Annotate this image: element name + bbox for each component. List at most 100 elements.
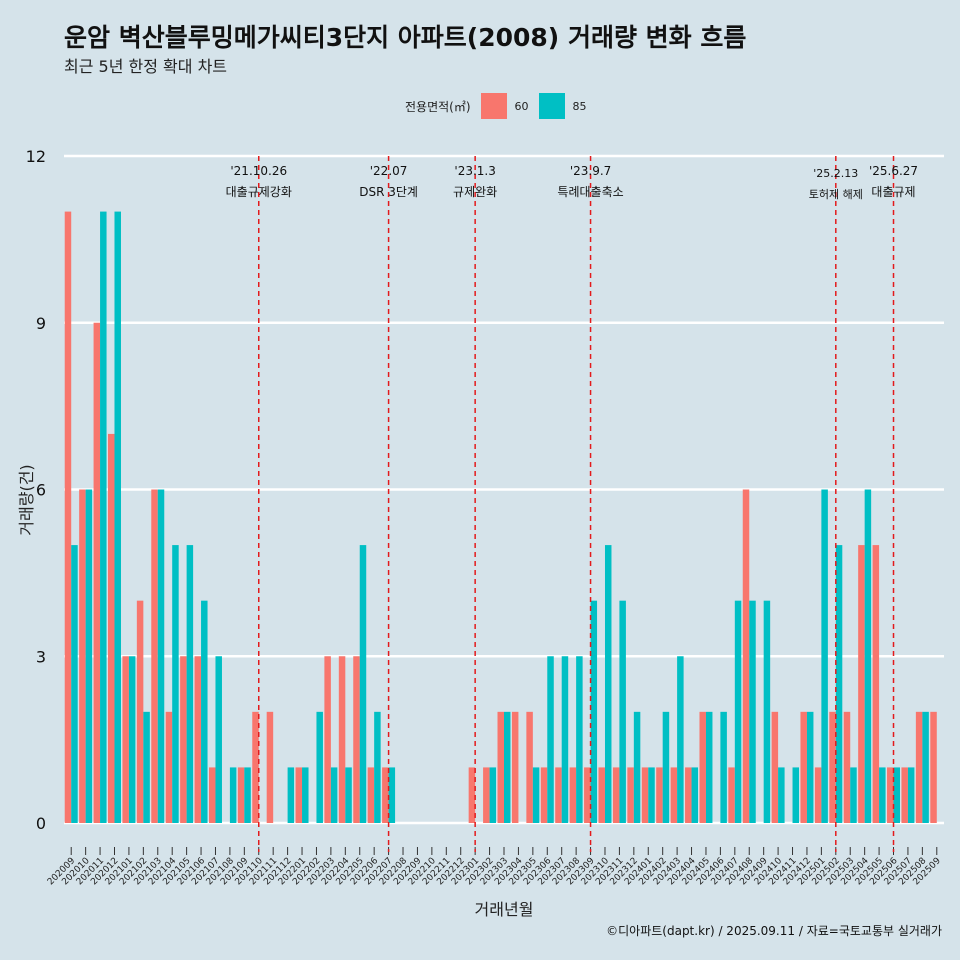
legend: 전용면적(㎡) 60 85 xyxy=(405,92,597,120)
bar-85-202012 xyxy=(114,211,121,824)
y-tick-label: 3 xyxy=(36,647,46,666)
bar-60-202407 xyxy=(728,767,735,823)
bar-85-202108 xyxy=(229,767,237,823)
bar-85-202010 xyxy=(85,489,93,823)
bar-85-202305 xyxy=(532,767,540,823)
bar-60-202105 xyxy=(180,656,187,823)
y-tick-label: 12 xyxy=(26,147,46,166)
bar-85-202312 xyxy=(633,711,641,823)
bar-85-202507 xyxy=(907,767,915,823)
bar-60-202302 xyxy=(483,767,490,823)
bar-85-202104 xyxy=(172,545,179,823)
bar-85-202409 xyxy=(763,600,771,823)
bar-60-202310 xyxy=(598,767,605,823)
bar-60-202507 xyxy=(901,767,908,823)
bar-85-202306 xyxy=(547,656,554,823)
chart-subtitle: 최근 5년 한정 확대 차트 xyxy=(64,57,228,76)
bar-85-202105 xyxy=(186,545,194,823)
bar-60-202103 xyxy=(151,489,158,823)
bar-60-202012 xyxy=(108,433,115,823)
bar-60-202304 xyxy=(511,711,519,823)
event-date: '23.1.3 xyxy=(454,164,495,178)
bar-85-202203 xyxy=(330,767,338,823)
bar-85-202402 xyxy=(662,711,670,823)
bar-85-202302 xyxy=(489,767,497,823)
bar-85-202308 xyxy=(576,656,583,823)
bar-85-202205 xyxy=(359,545,367,823)
bar-85-202009 xyxy=(71,545,78,823)
bar-60-202104 xyxy=(165,711,173,823)
event-date: '21.10.26 xyxy=(230,164,287,178)
y-tick-label: 6 xyxy=(36,481,46,500)
event-label: 특례대출축소 xyxy=(557,185,623,199)
y-tick-label: 0 xyxy=(36,814,46,833)
bar-85-202109 xyxy=(244,767,251,823)
bar-60-202102 xyxy=(136,600,144,823)
bar-85-202403 xyxy=(677,656,684,823)
event-date: '23.9.7 xyxy=(570,164,611,178)
bar-85-202406 xyxy=(720,711,727,823)
legend-key-85 xyxy=(538,93,565,119)
bar-60-202201 xyxy=(295,767,303,823)
bar-85-202410 xyxy=(778,767,785,823)
bar-60-202410 xyxy=(771,711,779,823)
legend-label-85: 85 xyxy=(572,99,587,113)
bar-60-202305 xyxy=(526,711,533,823)
event-label: 대출규제 xyxy=(871,185,915,199)
bar-60-202101 xyxy=(122,656,129,823)
bar-85-202501 xyxy=(821,489,828,823)
bar-85-202112 xyxy=(287,767,295,823)
chart-title: 운암 벽산블루밍메가씨티3단지 아파트(2008) 거래량 변화 흐름 xyxy=(64,23,747,52)
event-label: 대출규제강화 xyxy=(226,185,292,199)
bar-60-202111 xyxy=(266,711,274,823)
bar-85-202309 xyxy=(590,600,598,823)
legend-key-60 xyxy=(480,93,507,119)
bar-60-202311 xyxy=(612,767,620,823)
bar-85-202404 xyxy=(691,767,699,823)
bar-60-202306 xyxy=(540,767,548,823)
y-axis-title: 거래량(건) xyxy=(17,464,36,535)
event-label: DSR 3단계 xyxy=(359,185,418,199)
bar-85-202407 xyxy=(734,600,742,823)
bar-85-202505 xyxy=(879,767,886,823)
event-label: 토허제 해제 xyxy=(809,187,863,201)
bar-60-202204 xyxy=(338,656,346,823)
event-date: '25.6.27 xyxy=(869,164,918,178)
bar-60-202408 xyxy=(742,489,750,823)
legend-label-60: 60 xyxy=(514,99,529,113)
bar-85-202204 xyxy=(345,767,352,823)
bar-60-202404 xyxy=(685,767,692,823)
bar-60-202503 xyxy=(843,711,851,823)
bar-60-202405 xyxy=(699,711,706,823)
bar-60-202203 xyxy=(324,656,331,823)
bar-60-202506 xyxy=(887,767,894,823)
bar-60-202505 xyxy=(872,545,880,823)
bar-85-202107 xyxy=(215,656,222,823)
bar-60-202312 xyxy=(627,767,634,823)
bar-60-202307 xyxy=(555,767,562,823)
bar-85-202106 xyxy=(201,600,208,823)
bar-85-202508 xyxy=(922,711,929,823)
bar-60-202301 xyxy=(468,767,476,823)
bar-60-202109 xyxy=(237,767,245,823)
bar-60-202509 xyxy=(930,711,937,823)
source-caption: ©디아파트(dapt.kr) / 2025.09.11 / 자료=국토교통부 실… xyxy=(606,924,942,938)
event-date: '25.2.13 xyxy=(813,167,858,180)
bar-60-202403 xyxy=(670,767,678,823)
bar-60-202207 xyxy=(382,767,389,823)
bar-60-202412 xyxy=(800,711,807,823)
bar-85-202503 xyxy=(850,767,857,823)
event-label: 규제완화 xyxy=(453,185,497,199)
bar-60-202010 xyxy=(79,489,86,823)
bar-60-202402 xyxy=(656,767,663,823)
bar-85-202504 xyxy=(864,489,872,823)
bar-85-202101 xyxy=(128,656,136,823)
bar-60-202206 xyxy=(367,767,375,823)
bar-85-202405 xyxy=(705,711,713,823)
bar-60-202205 xyxy=(353,656,360,823)
y-tick-label: 9 xyxy=(36,314,46,333)
bar-60-202508 xyxy=(915,711,923,823)
legend-title: 전용면적(㎡) xyxy=(405,99,471,114)
bar-85-202303 xyxy=(504,711,511,823)
bar-85-202412 xyxy=(806,711,814,823)
